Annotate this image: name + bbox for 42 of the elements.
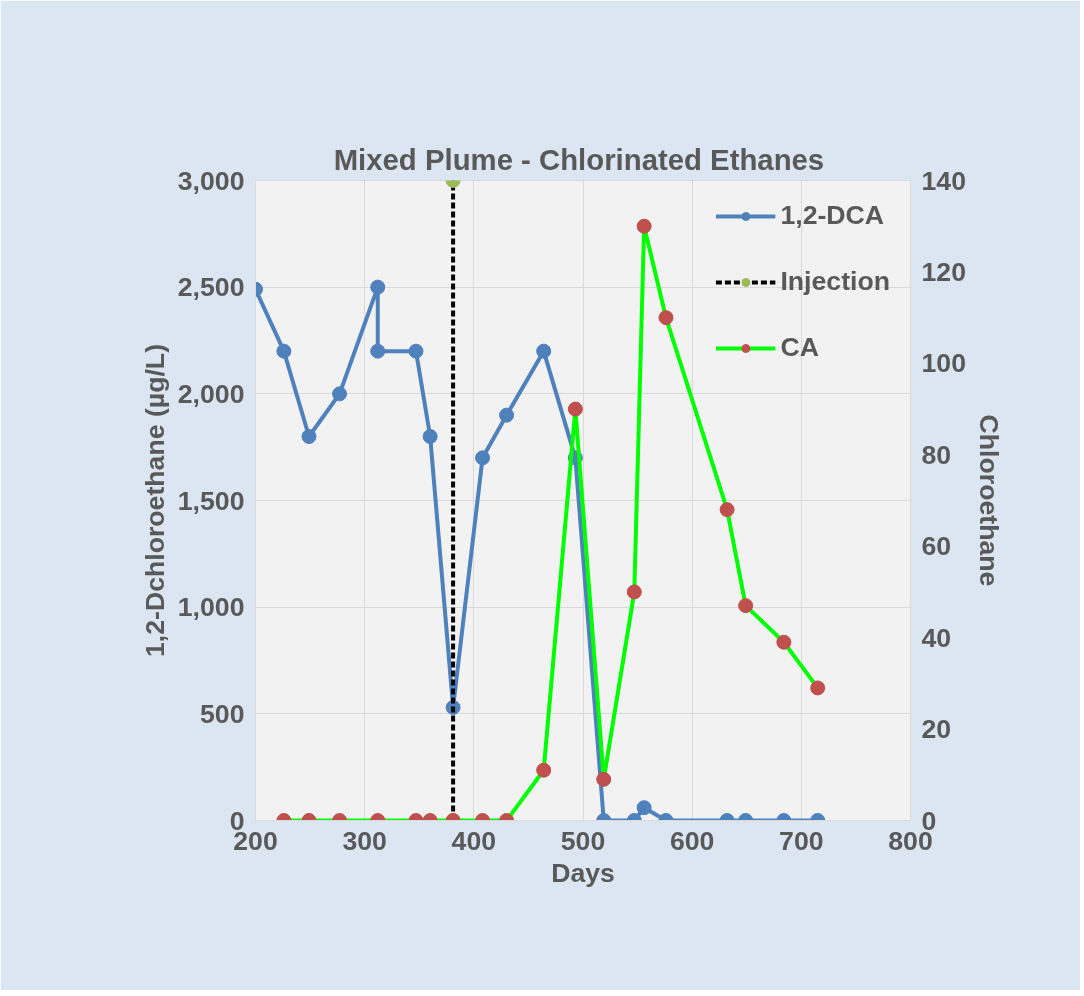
point — [422, 429, 438, 444]
y2-tick-label: 20 — [921, 714, 952, 745]
y-tick-label: 1,000 — [177, 592, 245, 623]
x-tick-label: 700 — [779, 825, 824, 856]
x-tick-label: 600 — [669, 825, 715, 856]
point — [499, 407, 515, 423]
legend-label: 1,2-DCA — [780, 200, 885, 231]
legend-label: CA — [780, 332, 819, 363]
point — [719, 502, 735, 518]
point — [776, 634, 792, 650]
point — [475, 450, 491, 466]
point — [301, 429, 317, 444]
y2-tick-label: 80 — [921, 439, 952, 470]
y-tick-label: 3,000 — [177, 165, 245, 196]
point — [738, 598, 754, 614]
point — [626, 584, 642, 600]
y2-tick-label: 40 — [921, 622, 952, 653]
point — [636, 218, 652, 234]
point — [408, 343, 424, 359]
y2-tick-label: 60 — [921, 531, 952, 562]
x-tick-label: 400 — [451, 825, 497, 856]
y2-tick-label: 120 — [921, 256, 966, 287]
y-axis-title: 1,2-Dchloroethane (µg/L) — [139, 343, 170, 658]
legend-label: Injection — [780, 266, 890, 297]
point — [567, 401, 583, 417]
y-tick-label: 500 — [200, 698, 245, 729]
x-tick-label: 300 — [342, 825, 387, 856]
y2-tick-label: 140 — [921, 165, 966, 196]
point — [370, 343, 386, 359]
x-tick-label: 500 — [560, 825, 606, 856]
x-axis-title: Days — [551, 857, 615, 888]
point — [658, 310, 674, 326]
y2-tick-label: 100 — [921, 348, 966, 379]
y2-axis-title: Chloroethane — [973, 414, 1004, 587]
chart-title: Mixed Plume - Chlorinated Ethanes — [333, 142, 825, 176]
y-tick-label: 2,000 — [177, 378, 245, 409]
point — [332, 386, 348, 402]
y-tick-label: 1,500 — [177, 485, 245, 516]
y-tick-label: 2,500 — [177, 272, 245, 303]
point — [276, 343, 292, 359]
point — [370, 279, 386, 295]
point — [536, 343, 552, 359]
